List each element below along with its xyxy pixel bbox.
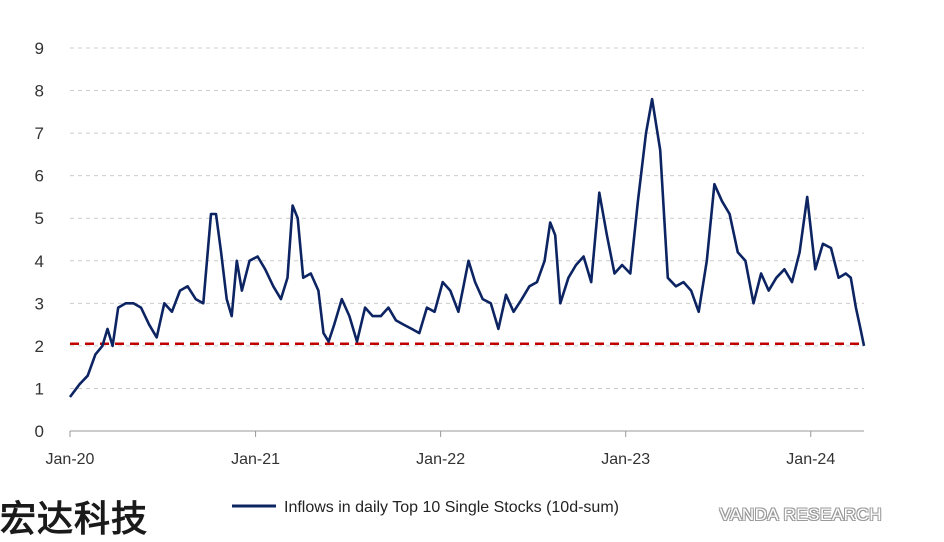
x-tick-label: Jan-20 [46, 451, 95, 468]
y-tick-label: 9 [35, 39, 44, 58]
y-tick-label: 8 [35, 82, 44, 101]
y-tick-label: 1 [35, 379, 44, 398]
x-tick-label: Jan-24 [786, 451, 835, 468]
watermark-right: VANDA RESEARCH [719, 505, 882, 524]
watermark-left: 宏达科技 [0, 499, 149, 540]
y-tick-labels: 0 1 2 3 4 5 6 7 8 9 [35, 39, 44, 441]
gridlines [70, 47, 864, 389]
y-tick-label: 3 [35, 294, 44, 313]
y-tick-label: 6 [35, 167, 44, 186]
y-tick-label: 7 [35, 124, 44, 143]
legend-label: Inflows in daily Top 10 Single Stocks (1… [284, 499, 619, 516]
y-tick-label: 4 [35, 252, 44, 271]
y-tick-label: 0 [35, 422, 44, 441]
y-tick-label: 5 [35, 209, 44, 228]
y-tick-label: 2 [35, 337, 44, 356]
x-tick-label: Jan-21 [231, 451, 280, 468]
series-line-inflows [68, 97, 866, 398]
x-tick-label: Jan-23 [601, 451, 650, 468]
x-tick-labels: Jan-20 Jan-21 Jan-22 Jan-23 Jan-24 [46, 431, 835, 468]
x-tick-label: Jan-22 [416, 451, 465, 468]
